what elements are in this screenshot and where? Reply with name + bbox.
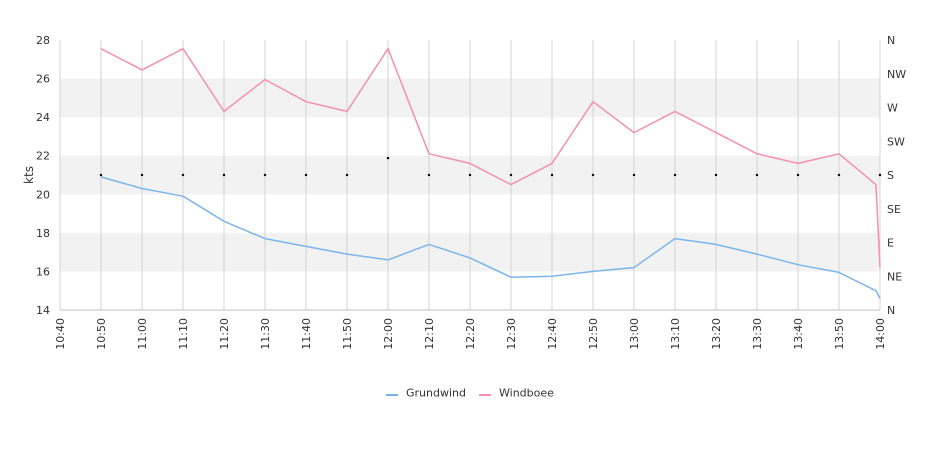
x-tick-label: 12:20	[464, 318, 477, 350]
legend-item-grundwind[interactable]: Grundwind	[386, 387, 466, 400]
direction-dot	[345, 173, 349, 177]
direction-dot	[140, 173, 144, 177]
x-tick-label: 13:00	[628, 318, 641, 350]
x-tick-label: 11:50	[341, 318, 354, 350]
direction-tick-label: N	[887, 304, 895, 317]
series-lines	[100, 47, 881, 299]
x-axis: 10:40 10:50 11:00 11:10 11:20 11:30 11:40 11:50…	[54, 318, 887, 350]
x-tick-label: 14:00	[874, 318, 887, 350]
x-tick-label: 11:00	[136, 318, 149, 350]
direction-dot	[550, 173, 554, 177]
direction-dot	[632, 173, 636, 177]
direction-dot	[468, 173, 472, 177]
x-tick-label: 12:30	[505, 318, 518, 350]
direction-dots	[99, 156, 882, 177]
x-tick-label: 10:50	[95, 318, 108, 350]
direction-dot	[386, 156, 390, 160]
y-tick-label: 18	[36, 227, 50, 240]
y-tick-label: 20	[36, 188, 50, 201]
direction-dot	[673, 173, 677, 177]
direction-dot	[181, 173, 185, 177]
direction-dot	[263, 173, 267, 177]
direction-dot	[99, 173, 103, 177]
direction-dot	[304, 173, 308, 177]
x-tick-label: 11:40	[300, 318, 313, 350]
direction-tick-label: S	[887, 169, 894, 182]
x-tick-label: 12:40	[546, 318, 559, 350]
direction-tick-label: NW	[887, 68, 906, 81]
direction-axis: N NE E SE S SW W NW N	[887, 34, 906, 317]
direction-tick-label: SW	[887, 135, 905, 148]
direction-dot	[509, 173, 513, 177]
x-tick-label: 12:50	[587, 318, 600, 350]
direction-dot	[591, 173, 595, 177]
x-tick-label: 12:00	[382, 318, 395, 350]
direction-dot	[714, 173, 718, 177]
series-line-windboee	[100, 47, 881, 268]
direction-dot	[837, 173, 841, 177]
x-tick-label: 13:50	[833, 318, 846, 350]
y-tick-label: 24	[36, 111, 50, 124]
direction-tick-label: N	[887, 34, 895, 47]
legend-label: Windboee	[499, 387, 554, 400]
direction-dot	[755, 173, 759, 177]
x-tick-label: 13:20	[710, 318, 723, 350]
legend-label: Grundwind	[406, 387, 466, 400]
x-tick-label: 11:10	[177, 318, 190, 350]
y-tick-label: 16	[36, 265, 50, 278]
direction-tick-label: E	[887, 237, 894, 250]
y-tick-label: 28	[36, 34, 50, 47]
direction-tick-label: SE	[887, 203, 901, 216]
series-line-grundwind	[100, 176, 881, 299]
direction-tick-label: NE	[887, 270, 902, 283]
direction-dot	[222, 173, 226, 177]
x-tick-label: 13:40	[792, 318, 805, 350]
x-tick-label: 12:10	[423, 318, 436, 350]
y-tick-label: 22	[36, 150, 50, 163]
x-tick-label: 11:30	[259, 318, 272, 350]
direction-dot	[878, 173, 882, 177]
y-axis: 14 16 18 20 22 24 26 28	[36, 34, 50, 317]
legend[interactable]: Grundwind Windboee	[386, 387, 554, 400]
direction-tick-label: W	[887, 102, 898, 115]
direction-dot	[427, 173, 431, 177]
legend-item-windboee[interactable]: Windboee	[479, 387, 554, 400]
x-tick-label: 13:30	[751, 318, 764, 350]
y-axis-title: kts	[22, 166, 36, 184]
x-tick-label: 13:10	[669, 318, 682, 350]
y-tick-label: 14	[36, 304, 50, 317]
y-tick-label: 26	[36, 73, 50, 86]
x-tick-label: 11:20	[218, 318, 231, 350]
x-tick-label: 10:40	[54, 318, 67, 350]
direction-dot	[796, 173, 800, 177]
